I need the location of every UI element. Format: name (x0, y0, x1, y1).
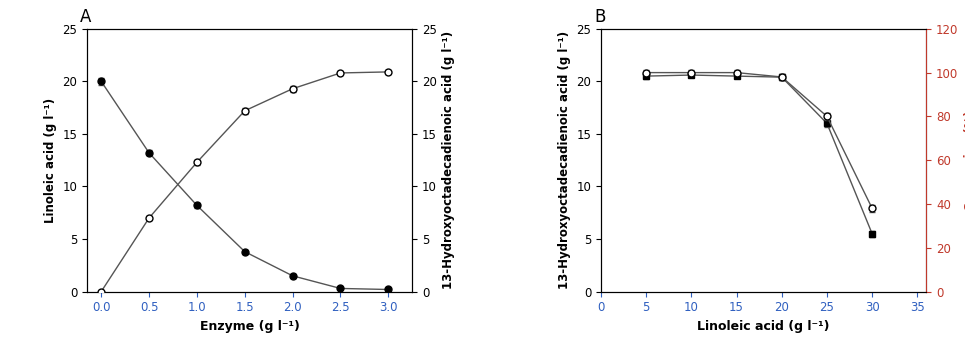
Text: A: A (80, 8, 92, 26)
Y-axis label: 13-Hydroxyoctadecadienoic acid (g l⁻¹): 13-Hydroxyoctadecadienoic acid (g l⁻¹) (442, 31, 455, 289)
Y-axis label: Linoleic acid (g l⁻¹): Linoleic acid (g l⁻¹) (43, 98, 57, 223)
X-axis label: Enzyme (g l⁻¹): Enzyme (g l⁻¹) (200, 320, 299, 333)
X-axis label: Linoleic acid (g l⁻¹): Linoleic acid (g l⁻¹) (698, 320, 830, 333)
Text: B: B (594, 8, 606, 26)
Y-axis label: 13-Hydroxyoctadecadienoic acid (g l⁻¹): 13-Hydroxyoctadecadienoic acid (g l⁻¹) (558, 31, 571, 289)
